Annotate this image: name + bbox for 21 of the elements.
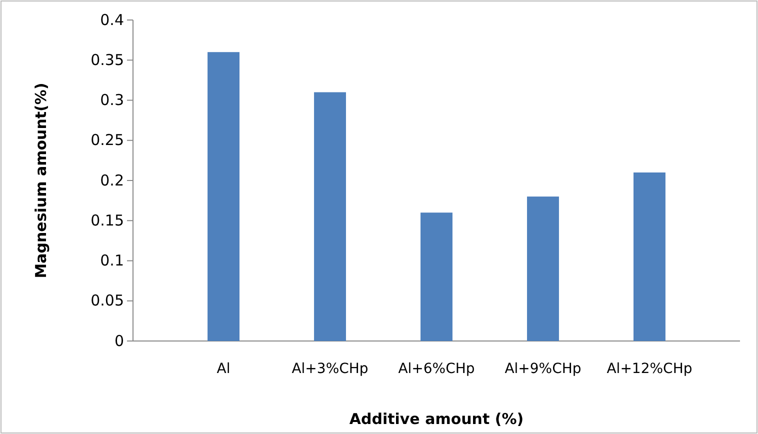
x-tick-label: Al+3%CHp bbox=[292, 360, 368, 377]
y-tick-label: 0.15 bbox=[90, 211, 124, 230]
x-tick-label: Al bbox=[216, 360, 230, 377]
bar bbox=[420, 212, 452, 341]
x-tick-label: Al+12%CHp bbox=[606, 360, 692, 377]
y-tick-label: 0 bbox=[114, 332, 124, 350]
y-tick-label: 0.3 bbox=[100, 91, 124, 110]
x-tick-label: Al+6%CHp bbox=[398, 360, 475, 377]
bar bbox=[634, 172, 666, 341]
y-tick-label: 0.4 bbox=[100, 10, 124, 29]
bar bbox=[527, 196, 559, 341]
y-tick-label: 0.25 bbox=[90, 131, 124, 150]
x-axis-title: Additive amount (%) bbox=[349, 410, 524, 428]
x-tick-label: Al+9%CHp bbox=[504, 360, 582, 377]
y-tick-label: 0.05 bbox=[90, 292, 124, 310]
bar bbox=[208, 52, 240, 341]
y-tick-label: 0.2 bbox=[100, 171, 124, 190]
bar bbox=[314, 92, 346, 341]
y-tick-label: 0.1 bbox=[100, 252, 124, 270]
y-tick-label: 0.35 bbox=[90, 50, 124, 69]
y-axis-title: Magnesium amount(%) bbox=[32, 82, 50, 278]
